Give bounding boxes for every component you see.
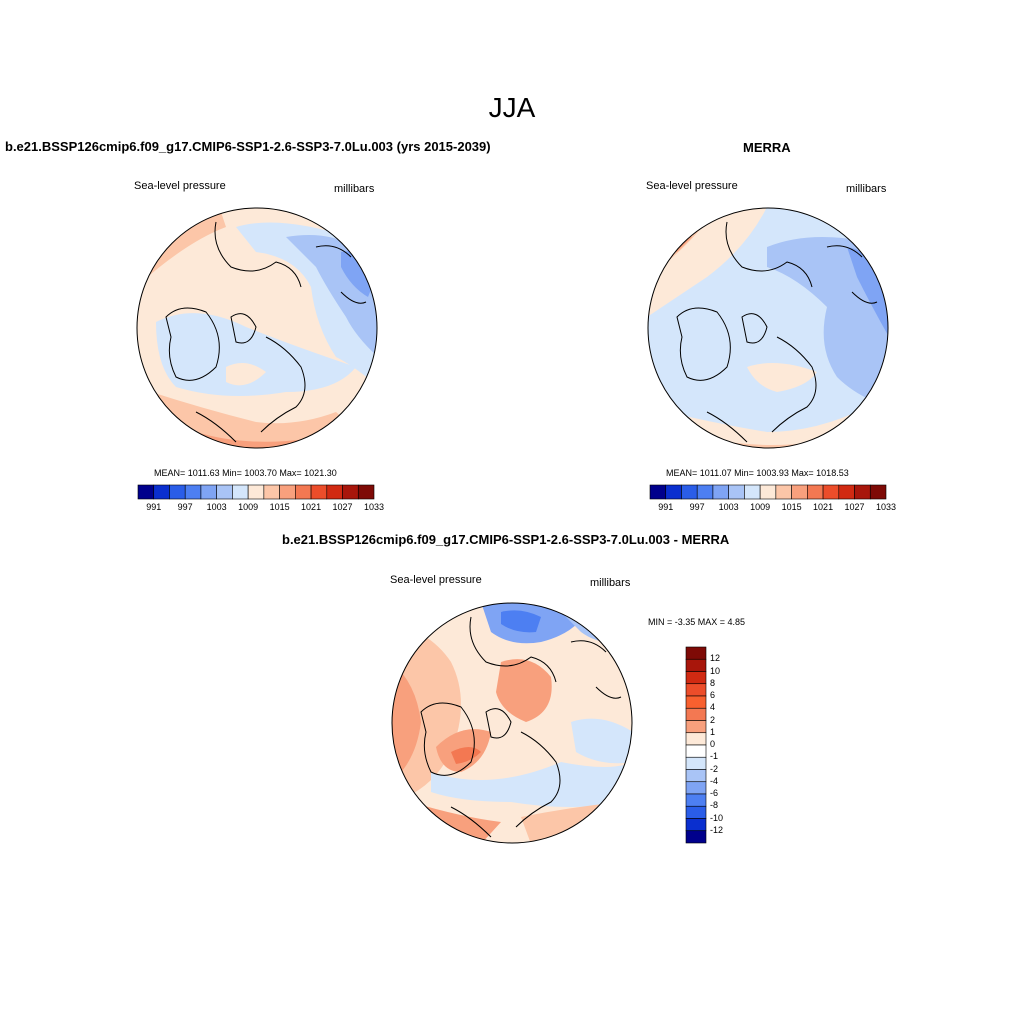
diff-colorbar-labels: 12 10 8 6 4 2 1 0 -1 -2 -4 -6 -8 -10 -12	[710, 647, 740, 843]
colorbar-swatch	[685, 805, 707, 819]
colorbar-swatch	[357, 484, 375, 500]
colorbar-tick-label: 1	[710, 726, 716, 737]
colorbar-swatch	[712, 484, 729, 500]
colorbar-swatch	[685, 769, 707, 783]
colorbar-swatch	[342, 484, 359, 500]
colorbar-swatch	[685, 732, 707, 746]
colorbar-tick-label: 6	[710, 690, 716, 700]
colorbar-tick-label: -10	[710, 812, 724, 823]
colorbar-swatch	[685, 744, 707, 758]
obs-colorbar-ticks: 991 997 1003 1009 1015 1021 1027 1033	[650, 502, 896, 514]
colorbar-tick-label: 1015	[781, 502, 802, 512]
diff-variable-label: Sea-level pressure	[390, 574, 482, 586]
colorbar-tick-label: 10	[710, 665, 721, 676]
colorbar-swatch	[685, 671, 707, 685]
colorbar-swatch	[685, 658, 707, 672]
diff-polar-map	[391, 602, 633, 844]
colorbar-tick-label: 4	[710, 702, 716, 713]
colorbar-tick-label: 1027	[332, 502, 353, 512]
colorbar-swatch	[184, 484, 202, 500]
colorbar-swatch	[807, 484, 824, 500]
colorbar-swatch	[649, 484, 667, 500]
colorbar-swatch	[310, 484, 328, 500]
colorbar-swatch	[326, 484, 343, 500]
model-panel-title: b.e21.BSSP126cmip6.f09_g17.CMIP6-SSP1-2.…	[5, 139, 491, 154]
colorbar-swatch	[759, 484, 777, 500]
obs-stats: MEAN= 1011.07 Min= 1003.93 Max= 1018.53	[666, 468, 849, 478]
colorbar-swatch	[685, 830, 707, 844]
colorbar-tick-label: 1003	[206, 502, 227, 512]
colorbar-tick-label: 12	[710, 653, 721, 664]
colorbar-tick-label: -12	[710, 824, 724, 835]
colorbar-tick-label: 997	[689, 502, 705, 512]
obs-polar-map	[647, 207, 889, 449]
model-polar-map	[136, 207, 378, 449]
colorbar-tick-label: 1033	[875, 502, 897, 512]
colorbar-tick-label: -1	[710, 751, 719, 762]
diff-stats: MIN = -3.35 MAX = 4.85	[648, 617, 746, 627]
colorbar-swatch	[169, 484, 186, 500]
colorbar-swatch	[295, 484, 312, 500]
obs-units-label: millibars	[846, 183, 887, 195]
diff-units-label: millibars	[590, 577, 631, 589]
colorbar-swatch	[665, 484, 682, 500]
model-variable-label: Sea-level pressure	[134, 180, 226, 192]
colorbar-tick-label: -4	[710, 775, 719, 786]
colorbar-swatch	[728, 484, 745, 500]
model-colorbar	[137, 484, 375, 500]
colorbar-tick-label: -6	[710, 788, 719, 798]
obs-variable-label: Sea-level pressure	[646, 180, 738, 192]
colorbar-swatch	[685, 781, 707, 795]
colorbar-swatch	[854, 484, 871, 500]
diff-panel-title: b.e21.BSSP126cmip6.f09_g17.CMIP6-SSP1-2.…	[282, 532, 730, 547]
colorbar-tick-label: -2	[710, 763, 719, 774]
colorbar-swatch	[838, 484, 855, 500]
colorbar-swatch	[869, 484, 887, 500]
obs-panel-title: MERRA	[743, 140, 791, 155]
colorbar-swatch	[263, 484, 280, 500]
colorbar-swatch	[685, 793, 707, 807]
colorbar-swatch	[137, 484, 155, 500]
colorbar-tick-label: 1003	[718, 502, 739, 512]
model-stats: MEAN= 1011.63 Min= 1003.70 Max= 1021.30	[154, 468, 337, 478]
colorbar-tick-label: 8	[710, 677, 716, 688]
colorbar-tick-label: 1015	[269, 502, 290, 512]
colorbar-swatch	[216, 484, 233, 500]
colorbar-swatch	[247, 484, 265, 500]
obs-colorbar	[649, 484, 887, 500]
colorbar-swatch	[744, 484, 761, 500]
colorbar-swatch	[200, 484, 217, 500]
colorbar-swatch	[153, 484, 170, 500]
colorbar-swatch	[279, 484, 296, 500]
colorbar-tick-label: 0	[710, 739, 716, 749]
colorbar-tick-label: 991	[658, 502, 674, 512]
colorbar-swatch	[685, 756, 707, 770]
colorbar-tick-label: 991	[146, 502, 162, 512]
colorbar-tick-label: 1033	[363, 502, 385, 512]
colorbar-swatch	[685, 683, 707, 697]
model-colorbar-ticks: 991 997 1003 1009 1015 1021 1027 1033	[138, 502, 384, 514]
colorbar-swatch	[685, 646, 707, 660]
colorbar-swatch	[685, 818, 707, 832]
colorbar-swatch	[681, 484, 698, 500]
diff-colorbar	[685, 646, 707, 844]
colorbar-swatch	[696, 484, 714, 500]
colorbar-tick-label: 1021	[813, 502, 834, 512]
colorbar-tick-label: 2	[710, 714, 716, 725]
model-units-label: millibars	[334, 183, 375, 195]
colorbar-swatch	[685, 695, 707, 709]
colorbar-swatch	[791, 484, 808, 500]
colorbar-swatch	[232, 484, 249, 500]
colorbar-tick-label: 1009	[750, 502, 771, 512]
colorbar-swatch	[822, 484, 840, 500]
colorbar-swatch	[685, 707, 707, 721]
colorbar-tick-label: 997	[177, 502, 193, 512]
colorbar-tick-label: 1021	[301, 502, 322, 512]
figure-title: JJA	[488, 92, 536, 123]
colorbar-tick-label: 1027	[844, 502, 865, 512]
colorbar-tick-label: -8	[710, 800, 719, 811]
colorbar-swatch	[775, 484, 792, 500]
colorbar-tick-label: 1009	[238, 502, 259, 512]
colorbar-swatch	[685, 720, 707, 734]
